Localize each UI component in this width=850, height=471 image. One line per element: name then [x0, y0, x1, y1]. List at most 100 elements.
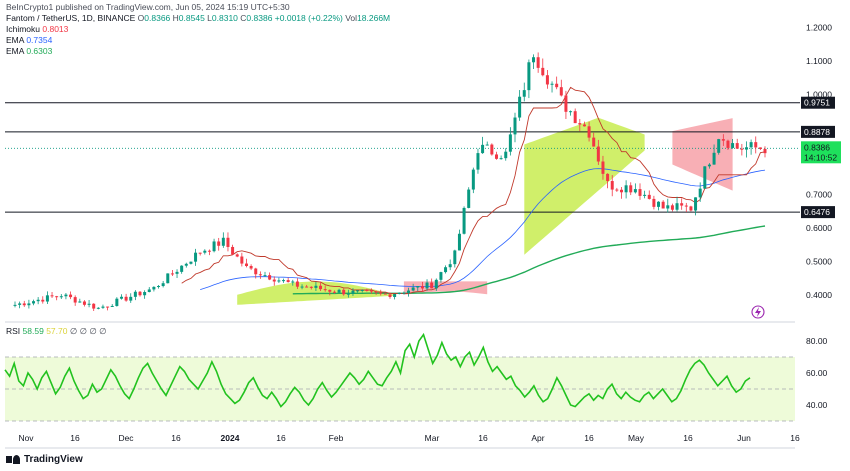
indicator-ema-fast[interactable]: EMA 0.7354 — [6, 35, 52, 46]
candle-body — [749, 142, 753, 148]
candle-body — [744, 147, 748, 150]
candle-body — [161, 283, 165, 287]
high-label: H — [172, 13, 179, 23]
low-value: 0.8310 — [211, 13, 238, 23]
candle-body — [189, 261, 193, 264]
candle-body — [397, 292, 401, 294]
candle-body — [573, 111, 577, 124]
candle-body — [647, 194, 651, 199]
price-tick-label: 0.7000 — [806, 190, 832, 200]
candle-body — [138, 291, 142, 296]
candle-body — [499, 158, 503, 160]
candle-body — [633, 189, 637, 193]
candle-body — [652, 198, 656, 207]
candle-body — [258, 274, 262, 276]
candle-body — [657, 201, 661, 207]
candle-body — [444, 267, 448, 273]
candle-body — [198, 252, 202, 254]
candle-body — [170, 273, 174, 275]
candle-body — [235, 254, 239, 257]
rsi-legend[interactable]: RSI 58.59 57.70 ∅ ∅ ∅ ∅ — [6, 326, 107, 337]
indicator-value: 0.7354 — [26, 35, 53, 45]
candle-body — [666, 205, 670, 209]
candle-body — [425, 282, 429, 289]
ema-fast-line — [200, 168, 766, 290]
candle-body — [555, 83, 559, 88]
candle-body — [471, 169, 475, 190]
candle-body — [402, 292, 406, 294]
candle-body — [550, 83, 554, 85]
indicator-ichimoku[interactable]: Ichimoku 0.8013 — [6, 24, 68, 35]
candle-body — [41, 299, 45, 302]
ichimoku-cloud-bullish — [524, 117, 645, 255]
candle-body — [629, 185, 633, 193]
candle-body — [249, 266, 253, 269]
candle-body — [143, 292, 147, 296]
candle-body — [522, 90, 526, 97]
candle-body — [536, 57, 540, 68]
low-label: L — [207, 13, 212, 23]
candle-body — [221, 237, 225, 246]
candle-body — [129, 296, 133, 301]
candle-body — [661, 201, 665, 209]
candle-body — [305, 286, 309, 288]
current-price-label: 0.8386 — [804, 142, 830, 152]
candle-body — [564, 95, 568, 112]
candle-body — [240, 256, 244, 264]
candle-body — [675, 203, 679, 210]
rsi-value: 58.59 — [22, 326, 44, 336]
change-value: +0.0018 (+0.22%) — [274, 13, 343, 23]
price-tick-label: 0.4000 — [806, 290, 832, 300]
candle-body — [351, 290, 355, 294]
time-tick-label: 16 — [478, 433, 488, 443]
candle-body — [467, 189, 471, 208]
rsi-tick-label: 40.00 — [806, 400, 828, 410]
candle-body — [587, 126, 591, 138]
time-tick-label: 16 — [171, 433, 181, 443]
candle-body — [22, 303, 26, 306]
time-tick-label: May — [628, 433, 645, 443]
rsi-extra: ∅ ∅ ∅ ∅ — [69, 326, 107, 336]
tradingview-logo: TradingView — [6, 454, 83, 465]
indicator-ema-slow[interactable]: EMA 0.6303 — [6, 46, 52, 57]
countdown-label: 14:10:52 — [804, 152, 837, 162]
ohlc-legend: Fantom / TetherUS, 1D, BINANCE O0.8366 H… — [6, 13, 390, 24]
candle-body — [212, 241, 216, 252]
candle-body — [217, 241, 221, 246]
candle-body — [684, 205, 688, 207]
candle-body — [328, 289, 332, 292]
rsi-tick-label: 80.00 — [806, 336, 828, 346]
candle-body — [670, 205, 674, 210]
time-tick-label: Apr — [531, 433, 544, 443]
time-tick-label: 16 — [683, 433, 693, 443]
candle-body — [152, 286, 156, 290]
candle-body — [180, 265, 184, 272]
candle-body — [453, 250, 457, 265]
level-label: 0.6476 — [804, 207, 830, 217]
indicator-name: Ichimoku — [6, 24, 41, 34]
candle-body — [726, 140, 730, 148]
candle-body — [175, 271, 179, 274]
candle-body — [332, 291, 336, 293]
candle-body — [559, 87, 563, 96]
candle-body — [462, 207, 466, 234]
candle-body — [508, 134, 512, 152]
candle-body — [119, 296, 123, 299]
candle-body — [346, 293, 350, 295]
candle-body — [754, 142, 758, 148]
candle-body — [115, 298, 119, 306]
current-price-tag — [801, 141, 841, 164]
candle-body — [32, 301, 36, 304]
ichimoku-kijun-line — [181, 86, 766, 294]
time-tick-label: 2024 — [221, 433, 240, 443]
candle-body — [64, 294, 68, 297]
volume-label: Vol — [345, 13, 358, 23]
candle-body — [291, 281, 295, 283]
candle-body — [448, 264, 452, 268]
candle-body — [286, 280, 290, 283]
candle-body — [124, 296, 128, 301]
candle-body — [545, 75, 549, 85]
candle-body — [27, 303, 31, 306]
ichimoku-cloud-bearish — [672, 118, 733, 191]
